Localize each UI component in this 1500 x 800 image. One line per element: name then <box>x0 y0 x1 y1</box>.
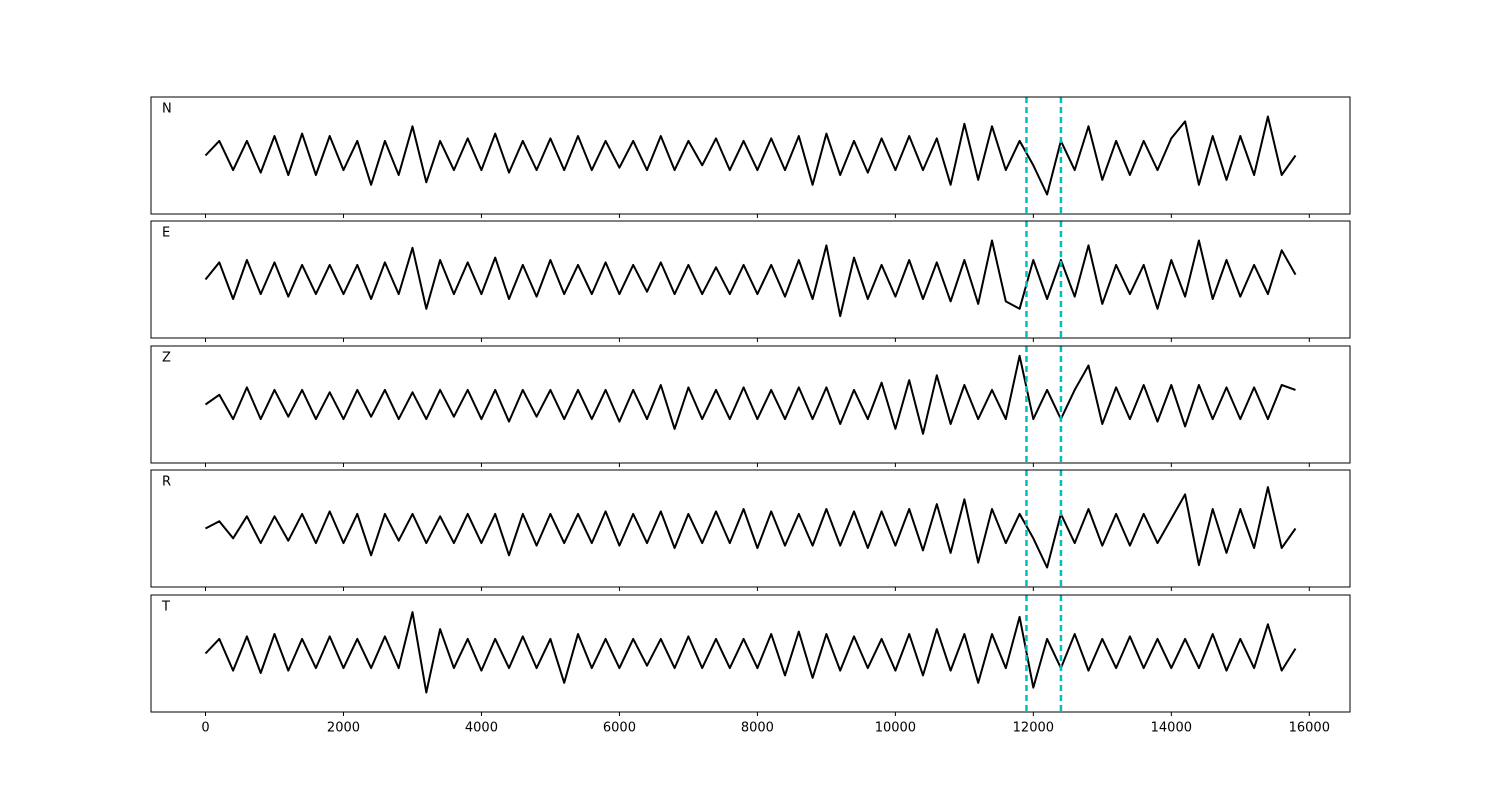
trace <box>204 611 1297 694</box>
trace <box>205 486 1297 569</box>
panel-frame <box>150 345 1351 464</box>
x-tick-label: 4000 <box>465 721 498 736</box>
x-tick-label: 10000 <box>875 721 916 736</box>
trace <box>204 354 1296 435</box>
x-tick-label: 14000 <box>1151 721 1192 736</box>
trace <box>204 239 1297 318</box>
panel-label: R <box>162 475 171 490</box>
panel-frame <box>150 594 1351 713</box>
trace <box>204 115 1297 196</box>
x-tick-label: 12000 <box>1013 721 1054 736</box>
panel-label: T <box>161 600 170 615</box>
panel-frame <box>150 469 1351 588</box>
x-tick-label: 16000 <box>1289 721 1330 736</box>
x-tick-label: 2000 <box>327 721 360 736</box>
x-tick-label: 0 <box>201 721 209 736</box>
panel-frame <box>150 220 1351 339</box>
panel-label: Z <box>162 351 171 366</box>
panel-label: N <box>162 102 172 117</box>
x-tick-label: 8000 <box>741 721 774 736</box>
panel-frame <box>150 96 1351 215</box>
panel-label: E <box>162 226 170 241</box>
x-tick-label: 6000 <box>603 721 636 736</box>
